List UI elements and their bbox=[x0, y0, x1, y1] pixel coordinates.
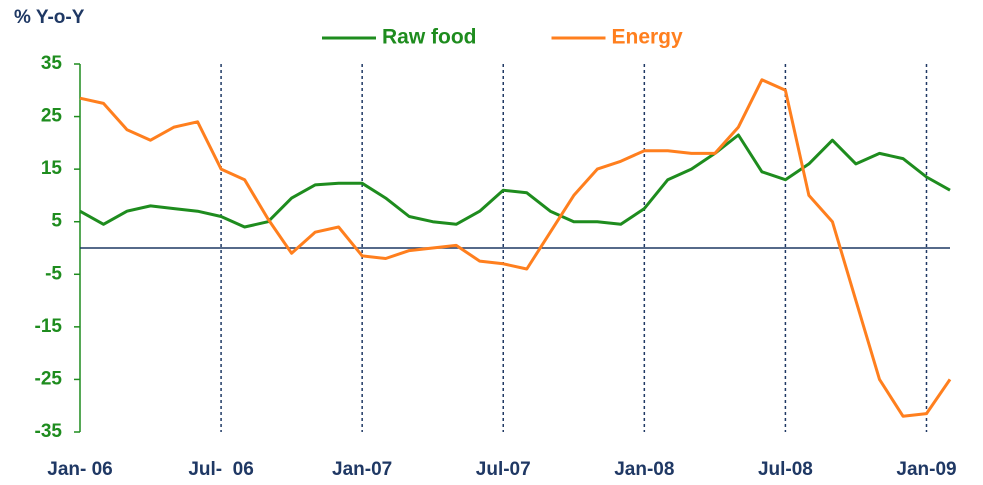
y-tick-label: 25 bbox=[41, 106, 63, 127]
x-tick-label: Jul-07 bbox=[476, 459, 531, 480]
y-tick-label: -35 bbox=[35, 421, 63, 442]
x-tick-label: Jan-08 bbox=[614, 459, 674, 480]
y-tick-label: 5 bbox=[51, 211, 62, 232]
legend-label: Energy bbox=[612, 26, 684, 49]
x-tick-label: Jul-08 bbox=[758, 459, 813, 480]
legend-label: Raw food bbox=[382, 26, 477, 49]
y-axis-label: % Y-o-Y bbox=[14, 7, 85, 28]
series-line bbox=[79, 78, 952, 418]
y-tick-label: -5 bbox=[45, 263, 62, 284]
x-tick-label: Jan- 06 bbox=[47, 459, 112, 480]
series-line bbox=[79, 133, 951, 229]
x-tick-label: Jan-09 bbox=[896, 459, 956, 480]
x-tick-label: Jul- 06 bbox=[188, 459, 253, 480]
y-tick-label: 35 bbox=[41, 53, 63, 74]
y-tick-label: 15 bbox=[41, 158, 63, 179]
y-tick-label: -25 bbox=[35, 368, 63, 389]
x-tick-label: Jan-07 bbox=[332, 459, 392, 480]
y-tick-label: -15 bbox=[35, 316, 63, 337]
